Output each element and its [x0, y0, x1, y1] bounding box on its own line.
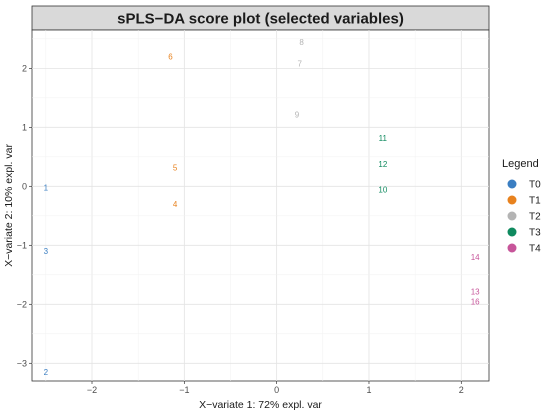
legend-key-t4 [507, 243, 517, 253]
y-tick-label: −3 [17, 358, 27, 368]
point-label-11: 11 [379, 134, 388, 143]
point-label-5: 5 [173, 163, 178, 172]
point-label-13: 13 [471, 287, 480, 296]
point-label-12: 12 [378, 160, 387, 169]
point-label-9: 9 [295, 110, 300, 119]
x-tick-label: 1 [366, 385, 371, 395]
x-axis-title: X−variate 1: 72% expl. var [199, 399, 322, 411]
point-label-2: 2 [44, 368, 49, 377]
y-axis-ticks: −3 −2 −1 0 1 2 [17, 63, 32, 368]
legend: Legend T0 T1 T2 T3 T4 [502, 158, 541, 255]
legend-label-t3: T3 [529, 228, 541, 239]
chart-title: sPLS−DA score plot (selected variables) [117, 11, 404, 28]
grid-lines [32, 30, 489, 381]
legend-label-t0: T0 [529, 180, 541, 191]
legend-title: Legend [502, 158, 539, 170]
point-label-1: 1 [44, 184, 49, 193]
y-axis-title: X−variate 2: 10% expl. var [3, 144, 15, 267]
point-label-4: 4 [173, 200, 178, 209]
y-tick-label: 0 [22, 181, 27, 191]
point-label-8: 8 [299, 38, 304, 47]
point-label-7: 7 [298, 60, 303, 69]
legend-key-t1 [507, 195, 517, 205]
title-strip [31, 5, 490, 31]
legend-label-t1: T1 [529, 196, 541, 207]
legend-label-t4: T4 [529, 244, 541, 255]
x-tick-label: −2 [87, 385, 97, 395]
x-tick-label: 0 [274, 385, 279, 395]
point-label-14: 14 [471, 253, 480, 262]
legend-key-t3 [507, 227, 517, 237]
legend-key-t2 [507, 211, 517, 221]
point-label-16: 16 [471, 297, 480, 306]
plot-panel [31, 29, 490, 382]
x-tick-label: −1 [179, 385, 189, 395]
x-tick-label: 2 [459, 385, 464, 395]
y-tick-label: 1 [22, 122, 27, 132]
legend-key-t0 [507, 179, 517, 189]
x-axis-ticks: −2 −1 0 1 2 [87, 381, 464, 395]
legend-label-t2: T2 [529, 212, 541, 223]
y-tick-label: −2 [17, 299, 27, 309]
y-tick-label: 2 [22, 63, 27, 73]
point-label-6: 6 [168, 53, 173, 62]
point-label-3: 3 [44, 247, 49, 256]
point-label-10: 10 [378, 185, 387, 194]
y-tick-label: −1 [17, 240, 27, 250]
